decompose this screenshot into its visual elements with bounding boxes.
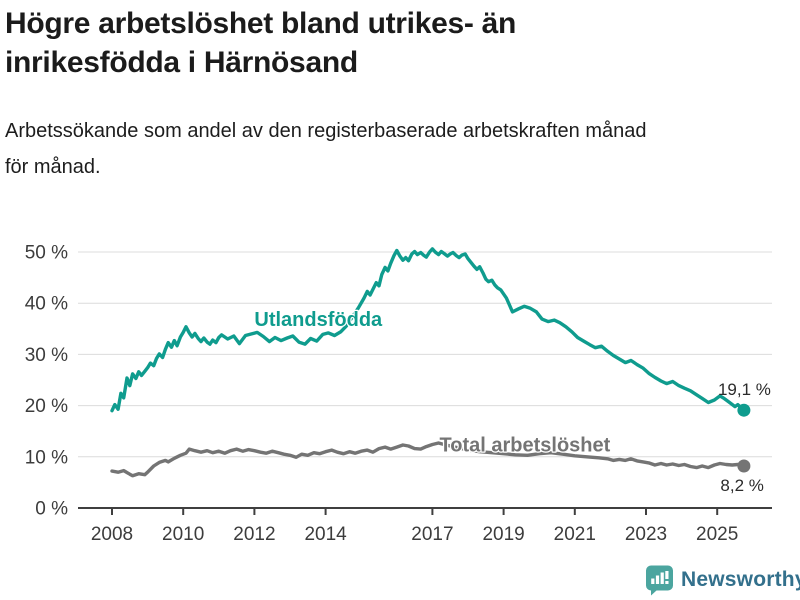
series-end-dot-utlandsfodda [737,403,751,417]
x-axis-tick-label: 2017 [411,524,453,545]
page-title: Högre arbetslöshet bland utrikes- än inr… [5,4,705,82]
newsworthy-brand: Newsworthy [645,564,800,596]
subtitle-line-1: Arbetssökande som andel av den registerb… [5,120,647,142]
series-label-total-arbetsloshet: Total arbetslöshet [440,435,611,457]
series-line-total-arbetsloshet [110,441,746,478]
x-axis-tick-label: 2025 [696,524,738,545]
y-axis-tick-label: 20 % [25,396,68,417]
logo-bars [651,570,669,584]
series-end-value-total-arbetsloshet: 8,2 % [720,476,763,495]
title-line-2: inrikesfödda i Härnösand [5,46,358,79]
newsworthy-logo-icon [646,565,673,595]
y-axis-tick-label: 30 % [25,345,68,366]
x-axis-tick-label: 2010 [162,524,204,545]
x-axis-tick-label: 2021 [554,524,596,545]
series-label-utlandsfodda: Utlandsfödda [254,309,383,331]
brand-wordmark: Newsworthy [681,568,800,591]
x-axis-tick-label: 2012 [233,524,275,545]
y-axis-tick-label: 50 % [25,243,68,264]
x-axis-tick-label: 2008 [91,524,133,545]
series-line-utlandsfodda [110,247,746,413]
chart-subtitle: Arbetssökande som andel av den registerb… [5,113,785,185]
y-axis-tick-label: 10 % [25,447,68,468]
series-end-value-utlandsfodda: 19,1 % [718,380,771,399]
y-axis-tick-label: 0 % [35,499,68,520]
x-axis-tick-label: 2019 [482,524,524,545]
x-axis-tick-label: 2014 [304,524,347,545]
subtitle-line-2: för månad. [5,156,101,178]
series-end-dot-total-arbetsloshet [737,459,751,473]
x-axis-tick-label: 2023 [625,524,667,545]
y-axis-tick-label: 40 % [25,294,68,315]
title-line-1: Högre arbetslöshet bland utrikes- än [5,7,516,40]
